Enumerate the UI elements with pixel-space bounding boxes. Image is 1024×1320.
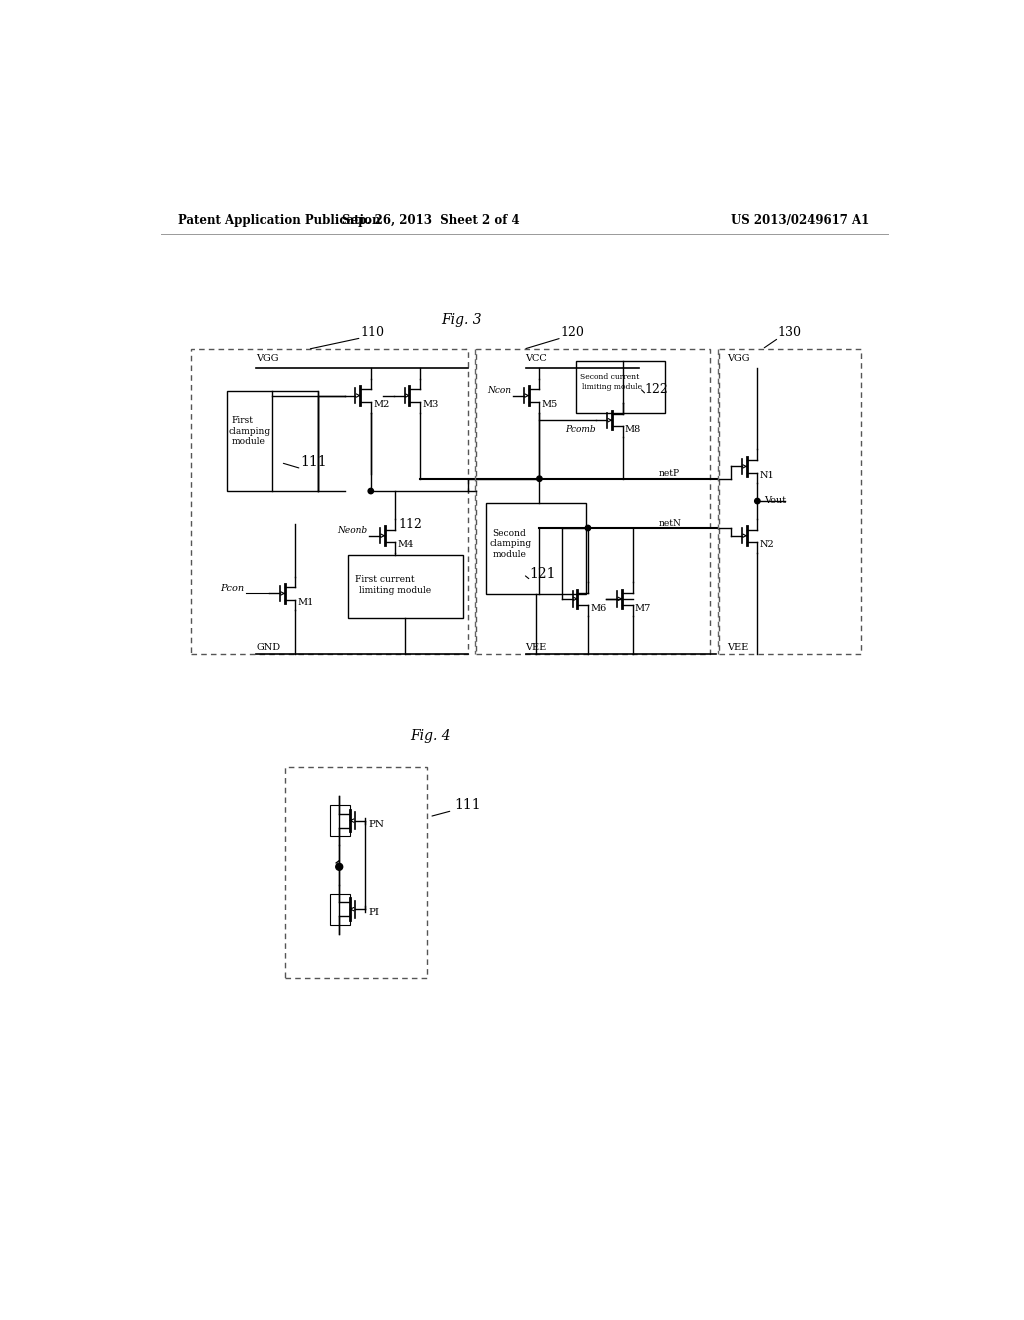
Text: Vout: Vout xyxy=(764,496,786,506)
Circle shape xyxy=(537,477,542,482)
Text: Patent Application Publication: Patent Application Publication xyxy=(178,214,381,227)
Text: PN: PN xyxy=(369,820,384,829)
Text: Ncon: Ncon xyxy=(487,387,511,395)
Bar xyxy=(285,767,427,978)
Text: limiting module: limiting module xyxy=(359,586,431,595)
Text: Neonb: Neonb xyxy=(337,527,367,536)
Bar xyxy=(190,350,468,653)
Bar xyxy=(348,554,463,618)
Text: 111: 111 xyxy=(300,455,327,470)
Text: M7: M7 xyxy=(635,603,651,612)
Text: Pcomb: Pcomb xyxy=(565,425,596,434)
Text: Pcon: Pcon xyxy=(220,585,244,593)
Text: 122: 122 xyxy=(645,383,669,396)
Text: M5: M5 xyxy=(542,400,558,409)
Text: 120: 120 xyxy=(560,326,584,338)
Text: VCC: VCC xyxy=(525,354,547,363)
Bar xyxy=(719,350,861,653)
Text: M8: M8 xyxy=(625,425,641,434)
Text: Second current: Second current xyxy=(581,372,640,380)
Text: Fig. 4: Fig. 4 xyxy=(411,729,452,743)
Bar xyxy=(330,805,350,836)
Text: M6: M6 xyxy=(590,603,606,612)
Text: 121: 121 xyxy=(529,568,556,581)
Text: module: module xyxy=(493,550,526,560)
Text: GND: GND xyxy=(256,643,281,652)
Text: VEE: VEE xyxy=(727,643,749,652)
Bar xyxy=(475,350,711,653)
Text: netN: netN xyxy=(658,519,682,528)
Text: Fig. 3: Fig. 3 xyxy=(441,313,482,327)
Text: netP: netP xyxy=(658,470,680,478)
Text: clamping: clamping xyxy=(489,540,531,549)
Text: US 2013/0249617 A1: US 2013/0249617 A1 xyxy=(731,214,869,227)
Text: 130: 130 xyxy=(777,326,802,338)
Text: N1: N1 xyxy=(760,471,774,480)
Bar xyxy=(330,894,350,924)
Bar xyxy=(486,503,587,594)
Text: module: module xyxy=(231,437,265,446)
Text: 111: 111 xyxy=(454,799,480,812)
Text: N2: N2 xyxy=(760,540,774,549)
Text: M1: M1 xyxy=(298,598,314,607)
Bar xyxy=(226,391,317,491)
Text: M4: M4 xyxy=(397,540,414,549)
Text: VGG: VGG xyxy=(256,354,279,363)
Text: First current: First current xyxy=(355,576,415,583)
Text: Second: Second xyxy=(493,529,526,537)
Text: First: First xyxy=(231,416,253,425)
Circle shape xyxy=(586,525,591,531)
Text: clamping: clamping xyxy=(228,428,270,436)
Text: M3: M3 xyxy=(422,400,438,409)
Text: limiting module: limiting module xyxy=(582,383,642,392)
Text: 110: 110 xyxy=(360,326,384,338)
Circle shape xyxy=(368,488,374,494)
Bar xyxy=(577,360,665,413)
Text: M2: M2 xyxy=(373,400,389,409)
Text: Sep. 26, 2013  Sheet 2 of 4: Sep. 26, 2013 Sheet 2 of 4 xyxy=(342,214,519,227)
Text: VGG: VGG xyxy=(727,354,750,363)
Text: PI: PI xyxy=(369,908,380,917)
Circle shape xyxy=(755,499,760,504)
Text: 112: 112 xyxy=(398,517,422,531)
Text: VEE: VEE xyxy=(525,643,547,652)
Circle shape xyxy=(336,863,343,870)
